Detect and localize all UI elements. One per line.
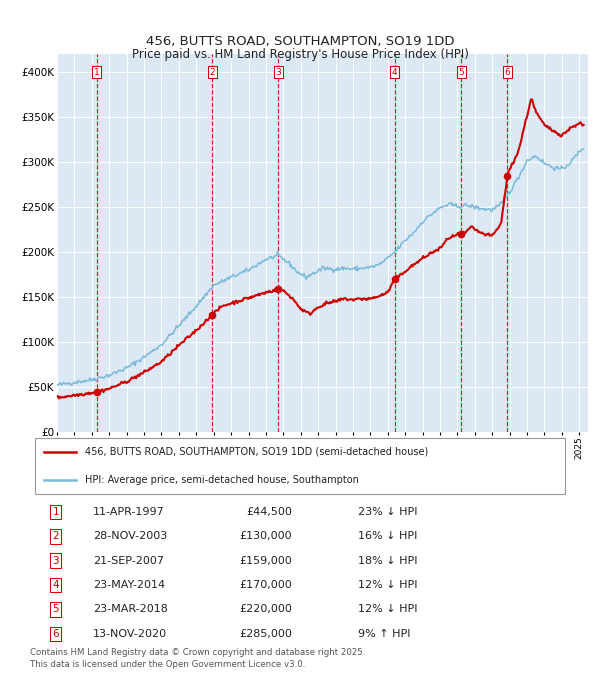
Text: 11-APR-1997: 11-APR-1997 — [93, 507, 164, 517]
Text: £170,000: £170,000 — [239, 580, 292, 590]
Text: £44,500: £44,500 — [246, 507, 292, 517]
Text: 3: 3 — [52, 556, 59, 566]
Text: 28-NOV-2003: 28-NOV-2003 — [93, 531, 167, 541]
FancyBboxPatch shape — [35, 438, 565, 494]
Text: 6: 6 — [52, 629, 59, 639]
Text: 1: 1 — [52, 507, 59, 517]
Text: 1: 1 — [94, 67, 100, 77]
Text: 2: 2 — [52, 531, 59, 541]
Text: 456, BUTTS ROAD, SOUTHAMPTON, SO19 1DD (semi-detached house): 456, BUTTS ROAD, SOUTHAMPTON, SO19 1DD (… — [85, 447, 428, 457]
Text: HPI: Average price, semi-detached house, Southampton: HPI: Average price, semi-detached house,… — [85, 475, 358, 485]
Text: 12% ↓ HPI: 12% ↓ HPI — [358, 605, 417, 615]
Text: 13-NOV-2020: 13-NOV-2020 — [93, 629, 167, 639]
Text: Contains HM Land Registry data © Crown copyright and database right 2025.
This d: Contains HM Land Registry data © Crown c… — [30, 648, 365, 669]
Text: 9% ↑ HPI: 9% ↑ HPI — [358, 629, 410, 639]
Text: 3: 3 — [275, 67, 281, 77]
Text: 4: 4 — [392, 67, 397, 77]
Text: 5: 5 — [52, 605, 59, 615]
Text: 12% ↓ HPI: 12% ↓ HPI — [358, 580, 417, 590]
Text: 23-MAY-2014: 23-MAY-2014 — [93, 580, 165, 590]
Text: Price paid vs. HM Land Registry's House Price Index (HPI): Price paid vs. HM Land Registry's House … — [131, 48, 469, 61]
Text: 6: 6 — [505, 67, 510, 77]
Text: 21-SEP-2007: 21-SEP-2007 — [93, 556, 164, 566]
Text: 23-MAR-2018: 23-MAR-2018 — [93, 605, 167, 615]
Text: £159,000: £159,000 — [239, 556, 292, 566]
Text: £285,000: £285,000 — [239, 629, 292, 639]
Text: 456, BUTTS ROAD, SOUTHAMPTON, SO19 1DD: 456, BUTTS ROAD, SOUTHAMPTON, SO19 1DD — [146, 35, 454, 48]
Text: 5: 5 — [458, 67, 464, 77]
Text: 2: 2 — [209, 67, 215, 77]
Text: 16% ↓ HPI: 16% ↓ HPI — [358, 531, 417, 541]
Text: £220,000: £220,000 — [239, 605, 292, 615]
Text: 4: 4 — [52, 580, 59, 590]
Text: 18% ↓ HPI: 18% ↓ HPI — [358, 556, 417, 566]
Text: 23% ↓ HPI: 23% ↓ HPI — [358, 507, 417, 517]
Text: £130,000: £130,000 — [239, 531, 292, 541]
